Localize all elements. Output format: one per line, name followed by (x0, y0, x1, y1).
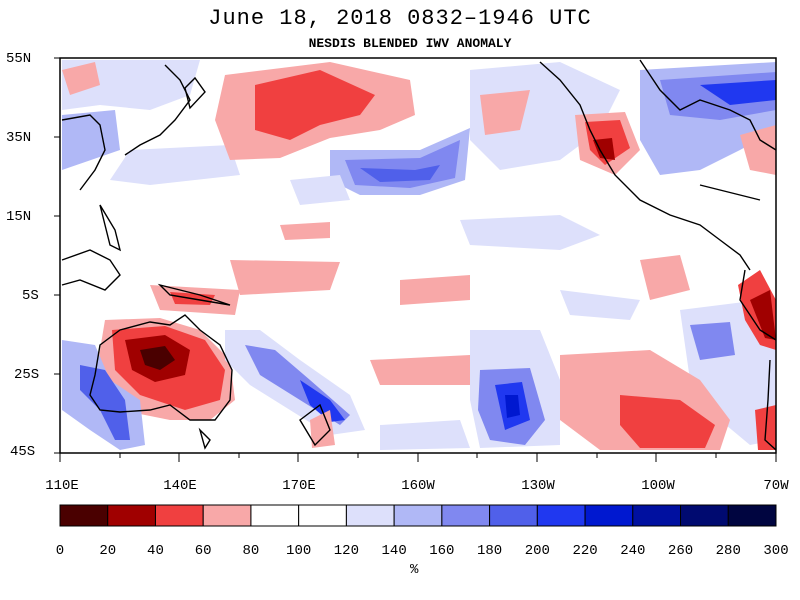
colorbar-tick-label: 140 (381, 543, 407, 559)
lon-label-140e: 140E (163, 478, 197, 494)
lon-label-170e: 170E (282, 478, 316, 494)
colorbar-swatch (441, 504, 491, 527)
lon-label-100w: 100W (641, 478, 675, 494)
colorbar-swatch (393, 504, 443, 527)
lat-label-25s: 25S (14, 367, 40, 383)
colorbar-tick-label: 280 (715, 543, 741, 559)
lat-label-45s: 45S (10, 444, 36, 460)
colorbar-swatch (250, 504, 300, 527)
lat-label-15n: 15N (6, 209, 32, 225)
coastlines (61, 59, 776, 451)
colorbar-swatch (489, 504, 538, 527)
colorbar-tick-label: 20 (99, 543, 117, 559)
map-title: June 18, 2018 0832–1946 UTC (208, 6, 592, 31)
colorbar-tick-label: 160 (429, 543, 455, 559)
colorbar-swatch (632, 504, 682, 527)
colorbar-swatch (584, 504, 634, 527)
colorbar-tick-label: 40 (147, 543, 164, 559)
colorbar-tick-label: 100 (286, 543, 312, 559)
colorbar-swatch (154, 504, 204, 527)
axis-ticks (54, 57, 777, 462)
lat-label-5s: 5S (22, 288, 39, 304)
colorbar-swatch (59, 504, 109, 527)
colorbar-tick-label: 80 (242, 543, 260, 559)
colorbar-tick-label: 120 (333, 543, 359, 559)
lon-label-160w: 160W (401, 478, 435, 494)
colorbar-tick-label: 240 (620, 543, 646, 559)
colorbar-swatch (202, 504, 252, 527)
colorbar-tick-label: 60 (194, 543, 212, 559)
anomaly-field (60, 58, 776, 453)
lon-label-70w: 70W (763, 478, 789, 494)
colorbar-swatch (107, 504, 156, 527)
colorbar-swatch (345, 504, 395, 527)
colorbar-swatch (680, 504, 729, 527)
lon-label-110e: 110E (45, 478, 79, 494)
colorbar-tick-label: 220 (572, 543, 598, 559)
colorbar-tick-label: 260 (667, 543, 694, 559)
colorbar (59, 504, 777, 527)
colorbar-tick-label: 300 (763, 543, 789, 559)
colorbar-swatch (536, 504, 586, 527)
colorbar-tick-label: 180 (476, 543, 503, 559)
colorbar-tick-label: 200 (524, 543, 550, 559)
colorbar-swatch (298, 504, 347, 527)
colorbar-swatch (727, 504, 777, 527)
colorbar-tick-label: 0 (55, 543, 65, 559)
lat-label-35n: 35N (6, 130, 32, 146)
lon-label-130w: 130W (521, 478, 555, 494)
map-subtitle: NESDIS BLENDED IWV ANOMALY (308, 36, 512, 51)
colorbar-units: % (410, 562, 419, 578)
lat-label-55n: 55N (6, 51, 32, 67)
